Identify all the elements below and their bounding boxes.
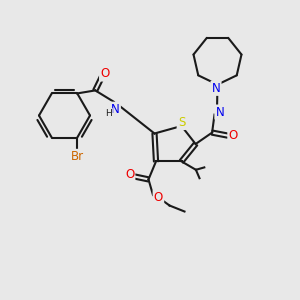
Text: N: N: [215, 106, 224, 119]
Text: S: S: [178, 116, 185, 129]
Text: N: N: [212, 82, 220, 95]
Text: Br: Br: [71, 150, 84, 163]
Text: O: O: [100, 68, 110, 80]
Text: N: N: [111, 103, 120, 116]
Text: O: O: [229, 129, 238, 142]
Text: H: H: [105, 109, 112, 118]
Text: O: O: [125, 168, 134, 182]
Text: O: O: [154, 191, 163, 204]
